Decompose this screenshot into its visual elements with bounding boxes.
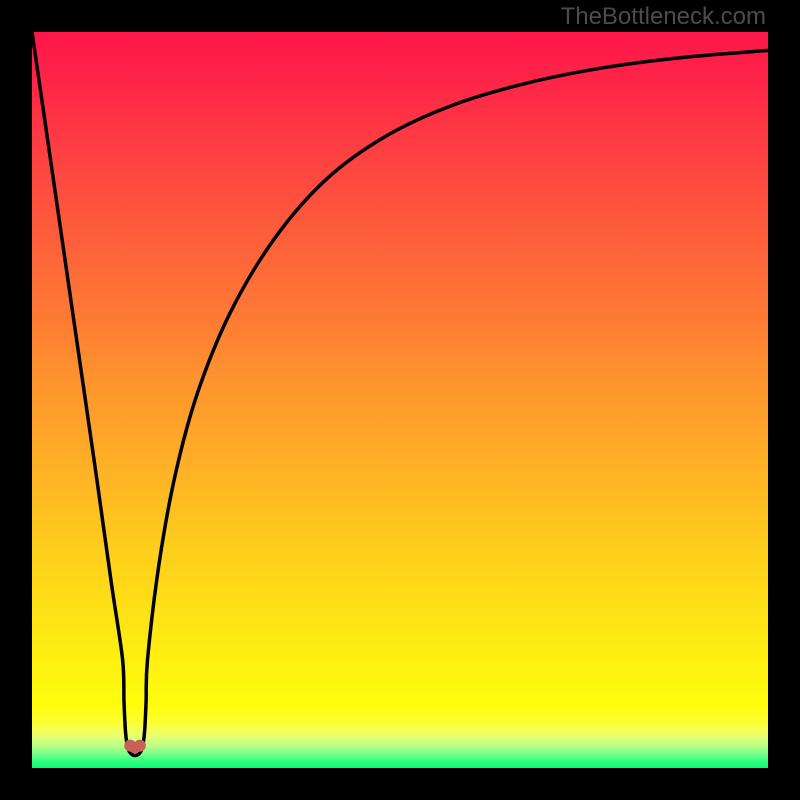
curve-path [32, 32, 768, 755]
bottleneck-curve [32, 32, 768, 768]
plot-area [32, 32, 768, 768]
attribution-text: TheBottleneck.com [561, 3, 766, 31]
chart-stage: TheBottleneck.com [0, 0, 800, 800]
